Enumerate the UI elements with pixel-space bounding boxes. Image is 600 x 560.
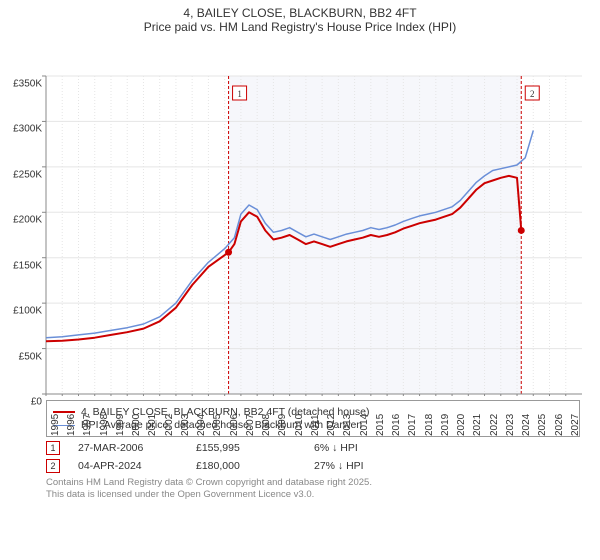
x-axis-tick-label: 2023 (505, 414, 516, 436)
line-chart: 12 (0, 34, 600, 396)
x-axis-tick-label: 2007 (245, 414, 256, 436)
x-axis-tick-label: 2026 (554, 414, 565, 436)
point-badge: 2 (46, 459, 60, 473)
sale-delta: 27% ↓ HPI (314, 460, 414, 472)
sale-date: 04-APR-2024 (78, 460, 178, 472)
y-axis-tick-label: £50K (19, 351, 42, 362)
y-axis-tick-label: £350K (13, 79, 42, 90)
svg-text:2: 2 (530, 89, 535, 99)
x-axis-tick-label: 2019 (440, 414, 451, 436)
x-axis-tick-label: 2021 (472, 414, 483, 436)
x-axis-tick-label: 1997 (82, 414, 93, 436)
x-axis-tick-label: 2027 (570, 414, 581, 436)
x-axis-tick-label: 2020 (456, 414, 467, 436)
x-axis-tick-label: 2009 (277, 414, 288, 436)
x-axis-tick-label: 2000 (131, 414, 142, 436)
x-axis-tick-label: 2006 (229, 414, 240, 436)
x-axis-tick-label: 2011 (310, 414, 321, 436)
x-axis-tick-label: 2012 (326, 414, 337, 436)
x-axis-tick-label: 1995 (50, 414, 61, 436)
sale-date: 27-MAR-2006 (78, 442, 178, 454)
x-axis-tick-label: 1996 (66, 414, 77, 436)
sale-points-table: 1 27-MAR-2006 £155,995 6% ↓ HPI 2 04-APR… (46, 441, 580, 473)
x-axis-tick-label: 2014 (359, 414, 370, 436)
y-axis-tick-label: £200K (13, 215, 42, 226)
x-axis-tick-label: 2013 (342, 414, 353, 436)
x-axis-tick-label: 2004 (196, 414, 207, 436)
y-axis-tick-label: £300K (13, 124, 42, 135)
footer: Contains HM Land Registry data © Crown c… (46, 477, 580, 502)
x-axis-tick-label: 2018 (424, 414, 435, 436)
x-axis-tick-label: 1998 (99, 414, 110, 436)
y-axis-tick-label: £0 (31, 397, 42, 408)
chart-title-line1: 4, BAILEY CLOSE, BLACKBURN, BB2 4FT (0, 6, 600, 20)
x-axis-tick-label: 2024 (521, 414, 532, 436)
point-badge: 1 (46, 441, 60, 455)
footer-line1: Contains HM Land Registry data © Crown c… (46, 477, 580, 489)
footer-line2: This data is licensed under the Open Gov… (46, 489, 580, 501)
x-axis-tick-label: 2002 (164, 414, 175, 436)
x-axis-tick-label: 2017 (407, 414, 418, 436)
x-axis-tick-label: 2003 (180, 414, 191, 436)
sale-delta: 6% ↓ HPI (314, 442, 414, 454)
x-axis-tick-label: 2022 (489, 414, 500, 436)
x-axis-tick-label: 2005 (212, 414, 223, 436)
x-axis-tick-label: 2008 (261, 414, 272, 436)
legend-swatch (53, 411, 75, 413)
x-axis-tick-label: 2015 (375, 414, 386, 436)
sale-price: £180,000 (196, 460, 296, 472)
svg-text:1: 1 (237, 89, 242, 99)
table-row: 2 04-APR-2024 £180,000 27% ↓ HPI (46, 459, 580, 473)
y-axis-tick-label: £250K (13, 169, 42, 180)
title-block: 4, BAILEY CLOSE, BLACKBURN, BB2 4FT Pric… (0, 0, 600, 34)
table-row: 1 27-MAR-2006 £155,995 6% ↓ HPI (46, 441, 580, 455)
chart-title-line2: Price paid vs. HM Land Registry's House … (0, 20, 600, 34)
y-axis-tick-label: £100K (13, 306, 42, 317)
x-axis-tick-label: 2025 (537, 414, 548, 436)
sale-price: £155,995 (196, 442, 296, 454)
chart-container: 4, BAILEY CLOSE, BLACKBURN, BB2 4FT Pric… (0, 0, 600, 560)
x-axis-tick-label: 1999 (115, 414, 126, 436)
x-axis-tick-label: 2010 (294, 414, 305, 436)
y-axis-tick-label: £150K (13, 260, 42, 271)
x-axis-tick-label: 2016 (391, 414, 402, 436)
x-axis-tick-label: 2001 (147, 414, 158, 436)
